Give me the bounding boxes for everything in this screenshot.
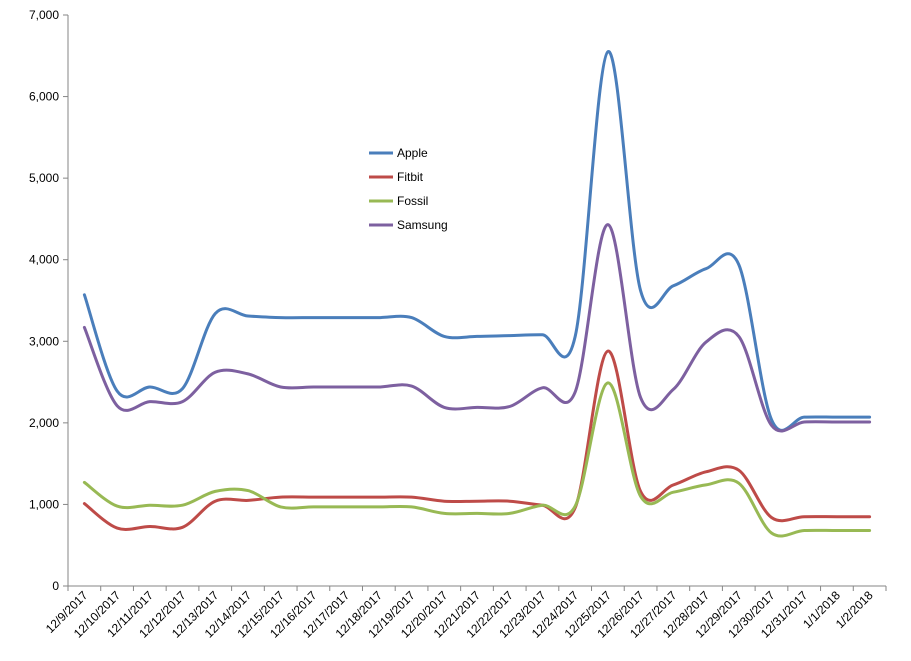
legend-label-fitbit: Fitbit: [397, 170, 424, 184]
legend-label-samsung: Samsung: [397, 218, 448, 232]
y-tick-label: 0: [52, 579, 59, 593]
y-axis-ticks: 0 1,000 2,000 3,000 4,000 5,000 6,000 7,000: [29, 8, 68, 593]
x-axis-ticks: 12/9/201712/10/201712/11/201712/12/20171…: [43, 586, 887, 641]
legend-label-apple: Apple: [397, 146, 428, 160]
axes: [67, 15, 886, 587]
legend-label-fossil: Fossil: [397, 194, 428, 208]
y-tick-label: 5,000: [29, 171, 59, 185]
series-lines: [82, 50, 872, 538]
series-line-fossil: [82, 381, 872, 538]
y-tick-label: 3,000: [29, 334, 59, 348]
y-tick-label: 1,000: [29, 497, 59, 511]
series-line-fitbit: [82, 349, 872, 531]
series-line-samsung: [82, 223, 872, 433]
legend: Apple Fitbit Fossil Samsung: [369, 146, 448, 232]
y-tick-label: 2,000: [29, 416, 59, 430]
y-tick-label: 7,000: [29, 8, 59, 22]
y-tick-label: 6,000: [29, 90, 59, 104]
y-tick-label: 4,000: [29, 253, 59, 267]
series-line-apple: [82, 50, 872, 432]
